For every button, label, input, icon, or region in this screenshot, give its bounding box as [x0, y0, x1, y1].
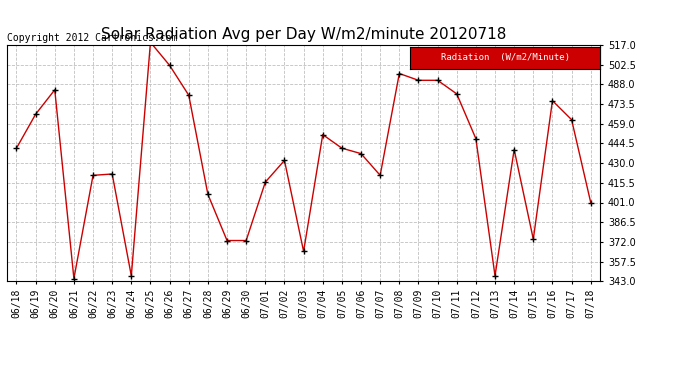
Title: Solar Radiation Avg per Day W/m2/minute 20120718: Solar Radiation Avg per Day W/m2/minute … — [101, 27, 506, 42]
Text: Copyright 2012 Cartronics.com: Copyright 2012 Cartronics.com — [7, 33, 177, 43]
